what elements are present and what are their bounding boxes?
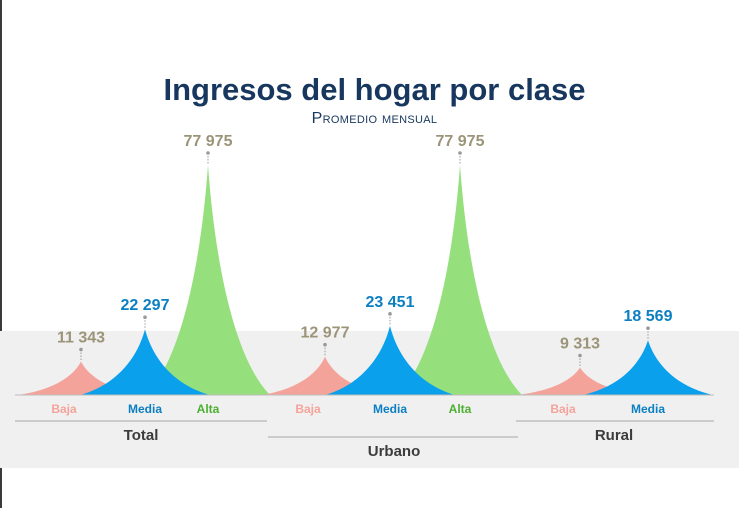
leader-dot-total-media	[143, 315, 147, 320]
leader-dot-urbano-media	[388, 312, 392, 316]
value-label-total-alta: 77 975	[184, 133, 233, 150]
background-band	[0, 331, 739, 468]
value-label-rural-media: 18 569	[624, 308, 673, 325]
peak-urbano-alta	[398, 165, 522, 395]
value-label-total-media: 22 297	[121, 297, 170, 314]
chart-subtitle: Promedio mensual	[311, 110, 438, 127]
peak-total-media	[80, 329, 210, 395]
chart-title: Ingresos del hogar por clase	[163, 72, 586, 107]
class-label-rural-media: Media	[631, 402, 665, 416]
leader-dot-total-alta	[206, 151, 210, 155]
peak-urbano-media	[325, 325, 455, 395]
peak-rural-media	[583, 340, 713, 395]
group-label-urbano: Urbano	[368, 443, 421, 460]
class-label-urbano-baja: Baja	[295, 402, 321, 416]
leader-dot-rural-baja	[578, 353, 582, 358]
value-label-urbano-media: 23 451	[366, 294, 415, 311]
value-label-urbano-baja: 12 977	[301, 325, 350, 342]
value-label-urbano-alta: 77 975	[436, 133, 485, 150]
group-label-rural: Rural	[595, 427, 633, 444]
group-label-total: Total	[124, 427, 159, 444]
class-label-total-baja: Baja	[51, 402, 77, 416]
leader-dot-urbano-baja	[323, 342, 327, 347]
peak-total-baja	[18, 361, 144, 395]
class-label-rural-baja: Baja	[550, 402, 576, 416]
leader-dot-rural-media	[646, 326, 650, 331]
left-edge-border	[0, 0, 2, 508]
class-label-urbano-media: Media	[373, 402, 407, 416]
peak-total-alta	[146, 165, 270, 395]
class-label-total-media: Media	[128, 402, 162, 416]
class-label-urbano-alta: Alta	[449, 402, 472, 416]
class-label-total-alta: Alta	[197, 402, 220, 416]
leader-dot-total-baja	[79, 347, 83, 352]
value-label-total-baja: 11 343	[57, 330, 105, 347]
peak-rural-baja	[517, 367, 643, 395]
leader-dot-urbano-alta	[458, 151, 462, 155]
peak-urbano-baja	[262, 356, 388, 395]
value-label-rural-baja: 9 313	[560, 336, 600, 353]
